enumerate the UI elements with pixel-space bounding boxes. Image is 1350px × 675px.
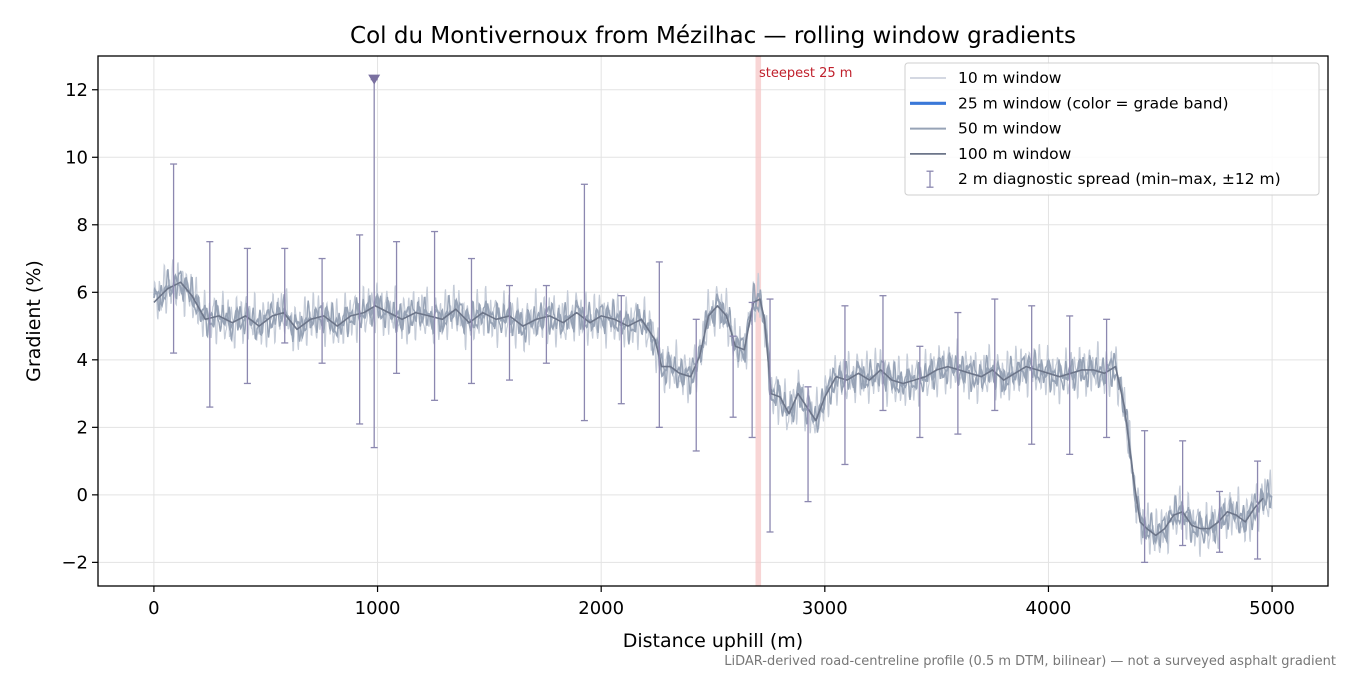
errorbar — [370, 78, 378, 449]
errorbar — [766, 298, 774, 533]
chart-title: Col du Montivernoux from Mézilhac — roll… — [350, 23, 1076, 49]
y-tick-label: 6 — [77, 282, 88, 303]
errorbar — [1216, 490, 1224, 553]
errorbar — [1254, 460, 1262, 560]
outlier-marker — [368, 74, 381, 85]
y-tick-label: 0 — [77, 485, 88, 506]
errorbar — [879, 295, 887, 412]
x-tick-label: 2000 — [578, 598, 624, 619]
series-layer — [153, 259, 1273, 557]
errorbar — [281, 247, 289, 344]
errorbar — [1179, 440, 1187, 547]
errorbar — [692, 318, 700, 452]
errorbar — [804, 386, 812, 503]
legend-item: 2 m diagnostic spread (min–max, ±12 m) — [926, 170, 1281, 188]
errorbar — [170, 163, 178, 354]
errorbar — [655, 261, 663, 428]
errorbar — [1103, 318, 1111, 439]
x-tick-label: 1000 — [355, 598, 401, 619]
y-tick-label: 2 — [77, 417, 88, 438]
y-tick-label: 10 — [65, 147, 88, 168]
errorbar — [1066, 315, 1074, 455]
errorbar — [916, 345, 924, 439]
legend-item: 25 m window (color = grade band) — [910, 94, 1229, 112]
legend-item: 100 m window — [910, 145, 1072, 163]
errorbar — [729, 335, 737, 418]
x-tick-label: 5000 — [1249, 598, 1295, 619]
legend-item: 10 m window — [910, 69, 1062, 87]
legend-box — [904, 62, 1320, 196]
legend: 10 m window 25 m window (color = grade ba… — [904, 62, 1320, 196]
errorbar — [393, 241, 401, 374]
errorbar — [954, 311, 962, 435]
errorbar — [617, 295, 625, 405]
errorbar — [1028, 305, 1036, 445]
y-axis-label: Gradient (%) — [23, 260, 45, 382]
errorbar — [580, 183, 588, 422]
errorbar — [356, 234, 364, 425]
legend-label: 50 m window — [958, 120, 1062, 138]
plot-frame — [97, 55, 1329, 587]
x-tick-label: 0 — [148, 598, 159, 619]
legend-label: 25 m window (color = grade band) — [958, 94, 1229, 112]
y-tick-label: 12 — [65, 80, 88, 101]
errorbar — [841, 305, 849, 466]
x-tick-label: 3000 — [802, 598, 848, 619]
marker-layer — [368, 74, 381, 85]
x-axis-label: Distance uphill (m) — [623, 630, 803, 652]
series-100m — [153, 281, 1264, 537]
errorbar — [991, 298, 999, 412]
legend-label: 100 m window — [958, 145, 1072, 163]
footnote: LiDAR-derived road-centreline profile (0… — [724, 654, 1336, 669]
errorbar — [243, 247, 251, 385]
errorbar — [467, 257, 475, 385]
highlight-band-label: steepest 25 m — [759, 66, 852, 81]
y-tick-label: 4 — [77, 350, 88, 371]
errorbar-layer — [170, 78, 1262, 564]
errorbar — [206, 241, 214, 408]
legend-label: 10 m window — [958, 69, 1062, 87]
errorbar — [318, 257, 326, 364]
x-tick-label: 4000 — [1026, 598, 1072, 619]
highlight-band-layer — [755, 56, 762, 586]
errorbar — [748, 301, 756, 439]
steepest-band — [755, 56, 762, 586]
legend-label: 2 m diagnostic spread (min–max, ±12 m) — [958, 170, 1281, 188]
y-tick-label: 8 — [77, 215, 88, 236]
legend-item: 50 m window — [910, 120, 1062, 138]
y-axis-ticks: −2 0 2 4 6 8 10 12 — [61, 80, 98, 573]
errorbar — [542, 284, 550, 364]
errorbar — [1141, 430, 1149, 564]
x-axis-ticks: 0 1000 2000 3000 4000 5000 — [148, 586, 1295, 619]
errorbar — [505, 284, 513, 381]
series-50m — [153, 273, 1273, 545]
errorbar — [431, 230, 439, 401]
y-tick-label: −2 — [61, 552, 88, 573]
